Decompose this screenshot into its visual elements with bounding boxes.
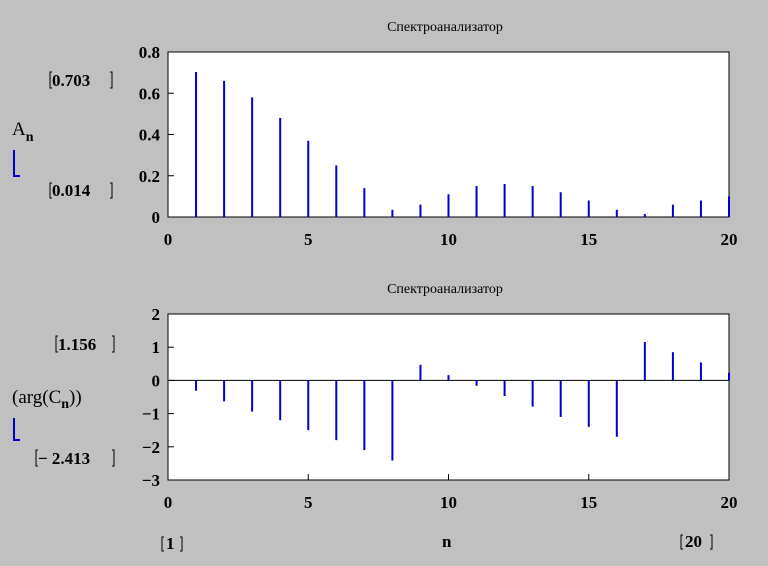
y-tick-label: 0 xyxy=(152,208,161,227)
x-tick-label: 5 xyxy=(304,493,313,512)
x-tick-label: 5 xyxy=(304,230,313,249)
y-tick-label: 0.2 xyxy=(139,167,160,186)
y-tick-label: 0.6 xyxy=(139,84,160,103)
plot-area xyxy=(167,51,730,218)
x-tick-label: 0 xyxy=(164,493,173,512)
y-tick-label: 0.8 xyxy=(139,43,160,62)
y-tick-label: −2 xyxy=(142,438,160,457)
y-tick-label: 2 xyxy=(152,305,161,324)
x-tick-label: 10 xyxy=(440,230,457,249)
plot-area xyxy=(167,313,730,481)
phase-spectrum-chart: Спектроанализатор 0 5 10 15 20 210−1−2−3 1.1… xyxy=(12,282,738,553)
xmax-label: 20 xyxy=(685,532,702,551)
y-tick-label: −3 xyxy=(142,471,160,490)
ymin-label: 0.014 xyxy=(52,181,91,200)
ymax-bracket xyxy=(49,71,113,89)
xmax-bracket xyxy=(680,534,713,550)
x-tick-label: 20 xyxy=(721,493,738,512)
xmin-bracket xyxy=(161,536,183,552)
y-axis-label: An xyxy=(12,119,34,145)
ymax-label: 1.156 xyxy=(58,335,96,354)
y-axis-label: (arg(Cn)) xyxy=(12,387,82,412)
x-tick-label: 20 xyxy=(721,230,738,249)
ymin-bracket xyxy=(49,182,113,199)
xmin-label: 1 xyxy=(166,534,175,553)
chart-title: Спектроанализатор xyxy=(387,282,503,297)
y-tick-label: −1 xyxy=(142,405,160,424)
chart-title: Спектроанализатор xyxy=(387,20,503,35)
ymax-label: 0.703 xyxy=(52,71,90,90)
x-tick-label: 15 xyxy=(580,493,597,512)
placeholder-bracket xyxy=(13,418,20,441)
ymin-label: − 2.413 xyxy=(38,449,90,468)
y-tick-label: 0 xyxy=(152,371,161,390)
x-tick-label: 10 xyxy=(440,493,457,512)
ymin-bracket xyxy=(35,449,115,467)
y-tick-label: 0.4 xyxy=(139,126,161,145)
placeholder-bracket xyxy=(13,150,20,177)
amplitude-spectrum-chart: Спектроанализатор 0 5 10 15 20 0 0.2 0.4 0.6 0.8… xyxy=(12,20,738,249)
x-axis-label: n xyxy=(442,532,452,551)
x-tick-label: 15 xyxy=(580,230,597,249)
x-tick-label: 0 xyxy=(164,230,173,249)
ymax-bracket xyxy=(55,335,115,353)
y-tick-label: 1 xyxy=(152,338,161,357)
